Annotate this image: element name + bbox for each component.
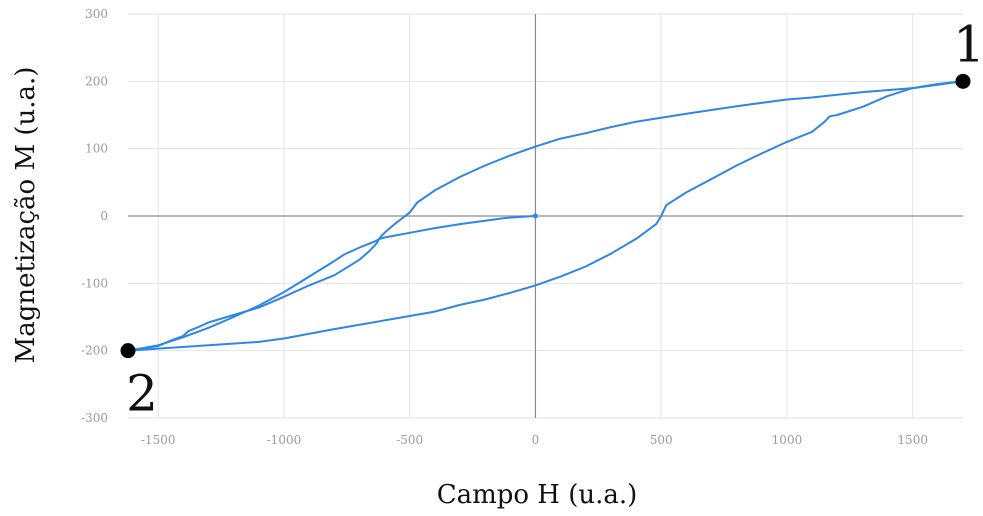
x-tick-label: -500	[396, 433, 423, 447]
x-tick-labels: -1500 -1000 -500 0 500 1000 1500	[141, 433, 928, 447]
y-tick-label: -200	[81, 344, 108, 358]
x-tick-label: 1500	[897, 433, 928, 447]
y-tick-label: -100	[81, 276, 108, 290]
origin-point	[532, 213, 538, 219]
x-tick-label: -1500	[141, 433, 176, 447]
x-tick-label: 1000	[772, 433, 803, 447]
y-axis-title: Magnetização M (u.a.)	[11, 67, 41, 364]
marker-point-2	[120, 343, 136, 359]
x-axis-title: Campo H (u.a.)	[437, 480, 638, 510]
series-line-initial	[127, 215, 537, 352]
zero-axes	[128, 14, 963, 418]
marker-point-1	[955, 73, 971, 89]
point-markers: 12	[120, 15, 983, 423]
series-line-ascending	[127, 80, 964, 352]
y-tick-label: 100	[85, 142, 108, 156]
x-tick-label: 0	[532, 433, 540, 447]
x-tick-label: 500	[650, 433, 673, 447]
y-tick-labels: -300 -200 -100 0 100 200 300	[81, 7, 108, 425]
marker-label-1: 1	[953, 15, 983, 73]
series-lines	[127, 80, 964, 352]
y-tick-label: -300	[81, 411, 108, 425]
y-tick-label: 300	[85, 7, 108, 21]
x-tick-label: -1000	[267, 433, 302, 447]
series-line-descending	[127, 80, 964, 352]
y-tick-label: 0	[100, 209, 108, 223]
marker-label-2: 2	[126, 365, 158, 423]
y-tick-label: 200	[85, 74, 108, 88]
